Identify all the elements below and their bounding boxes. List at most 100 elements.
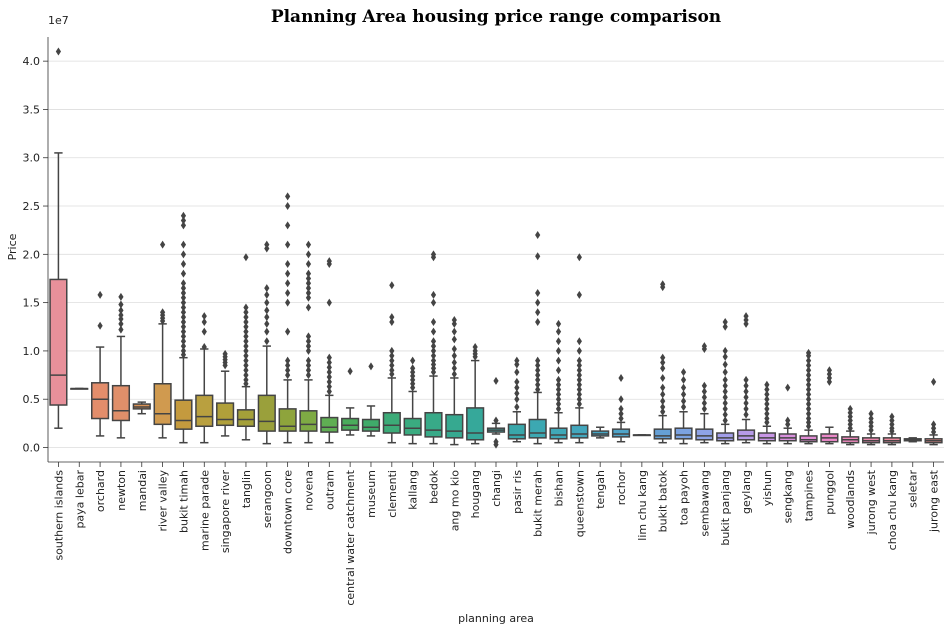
box-26 (591, 426, 610, 439)
box-body (653, 428, 672, 440)
flier-4 (555, 385, 562, 394)
box-1 (70, 387, 89, 390)
box-11 (278, 192, 297, 444)
flier-5 (555, 380, 562, 389)
x-tick-label-37: punggol (823, 470, 836, 515)
x-tick-label-20: hougang (469, 470, 482, 518)
box-40 (882, 412, 901, 446)
flier-10 (243, 332, 249, 341)
flier-16 (180, 269, 187, 278)
flier-7 (576, 366, 582, 375)
x-axis-label: planning area (458, 612, 534, 625)
flier-3 (264, 313, 270, 322)
flier-10 (535, 288, 541, 297)
box-22 (507, 356, 526, 443)
flier-1 (514, 395, 520, 404)
box-body (278, 408, 297, 432)
flier-8 (243, 342, 249, 351)
flier-4 (764, 400, 770, 409)
flier-6 (722, 381, 728, 390)
box-41 (903, 437, 922, 443)
y-axis-label: Price (6, 233, 19, 260)
flier-0 (680, 402, 687, 411)
box-33 (736, 312, 756, 444)
flier-11 (535, 252, 541, 261)
flier-4 (805, 404, 812, 413)
x-tick-label-4: mandai (136, 470, 149, 511)
box-42 (924, 377, 943, 446)
flier-7 (180, 317, 187, 326)
flier-8 (660, 353, 666, 362)
flier-4 (180, 332, 187, 341)
flier-6 (451, 327, 457, 336)
box-body (153, 383, 172, 426)
flier-0 (201, 343, 207, 352)
flier-7 (555, 366, 562, 375)
flier-7 (389, 313, 395, 322)
flier-5 (660, 373, 666, 382)
flier-8 (764, 380, 770, 389)
flier-7 (764, 385, 770, 394)
box-9 (236, 253, 256, 441)
flier-2 (680, 390, 687, 399)
flier-0 (55, 47, 62, 56)
flier-6 (285, 288, 291, 297)
x-tick-label-26: tengah (594, 470, 607, 509)
flier-1 (285, 366, 291, 375)
box-25 (570, 253, 589, 444)
box-body (257, 394, 276, 432)
flier-13 (243, 317, 249, 326)
flier-3 (826, 366, 832, 375)
flier-8 (326, 298, 332, 307)
flier-13 (430, 250, 437, 259)
x-tick-label-6: bukit timah (177, 470, 190, 533)
flier-7 (805, 390, 812, 399)
flier-0 (305, 371, 312, 380)
flier-10 (180, 303, 187, 312)
flier-14 (805, 356, 812, 365)
flier-7 (243, 346, 249, 355)
flier-4 (160, 240, 166, 249)
flier-4 (451, 344, 457, 353)
y-axis: 0.0 0.5 1.0 1.5 2.0 2.5 3.0 3.5 4.0 (23, 37, 49, 462)
flier-2 (555, 395, 562, 404)
flier-0 (555, 404, 562, 413)
flier-12 (576, 290, 582, 299)
box-10 (257, 240, 276, 445)
flier-3 (160, 308, 166, 317)
flier-1 (618, 409, 624, 418)
box-27 (611, 373, 631, 443)
flier-3 (389, 356, 395, 365)
x-tick-label-36: tampines (803, 470, 816, 522)
x-tick-label-40: choa chu kang (886, 470, 899, 550)
flier-16 (805, 348, 812, 357)
flier-1 (493, 437, 499, 446)
flier-17 (243, 253, 249, 262)
flier-8 (285, 269, 291, 278)
flier-8 (805, 385, 812, 394)
flier-11 (576, 337, 582, 346)
x-tick-label-9: tanglin (240, 470, 253, 508)
box-2 (91, 290, 110, 437)
flier-3 (868, 414, 874, 423)
flier-3 (722, 399, 728, 408)
flier-5 (264, 298, 270, 307)
box-24 (549, 319, 568, 444)
box-body (716, 432, 735, 442)
flier-12 (805, 366, 812, 375)
flier-1 (97, 290, 103, 299)
flier-5 (118, 300, 124, 309)
flier-5 (389, 346, 395, 355)
x-tick-label-0: southern islands (52, 470, 65, 561)
flier-0 (660, 407, 666, 416)
x-tick-label-17: kallang (407, 470, 420, 510)
box-37 (820, 366, 839, 445)
flier-6 (805, 395, 812, 404)
flier-13 (305, 274, 312, 283)
flier-18 (180, 250, 187, 259)
box-body (799, 435, 818, 443)
flier-9 (576, 356, 582, 365)
flier-11 (243, 327, 249, 336)
flier-6 (264, 290, 270, 299)
box-3 (111, 292, 131, 439)
